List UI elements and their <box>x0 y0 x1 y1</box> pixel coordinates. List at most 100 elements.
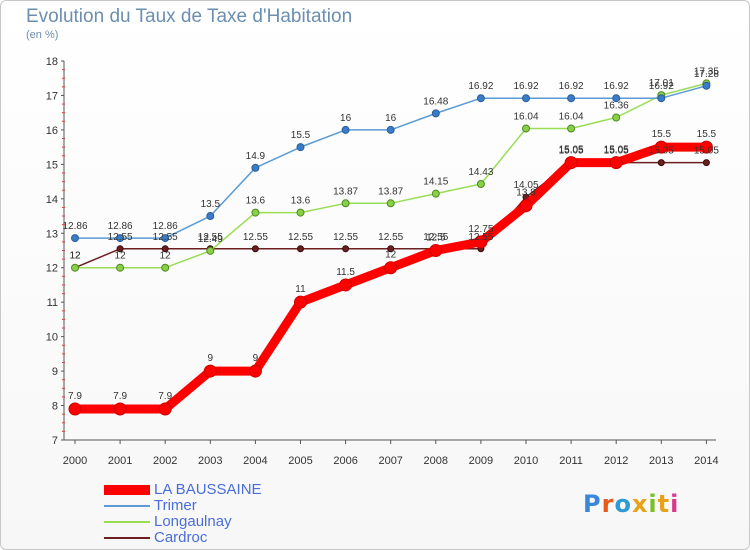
data-label-longaulnay: 13.87 <box>333 186 358 197</box>
data-label-cardroc: 12 <box>69 251 81 262</box>
x-tick-label: 2011 <box>559 455 583 467</box>
data-label-longaulnay: 14.15 <box>423 177 448 188</box>
y-tick-label: 10 <box>46 332 58 344</box>
x-tick-label: 2008 <box>424 455 448 467</box>
x-tick-label: 2014 <box>694 455 718 467</box>
x-tick-label: 2004 <box>243 455 267 467</box>
data-label-longaulnay: 13.87 <box>378 186 403 197</box>
data-point-trimer <box>341 125 350 134</box>
y-unit-label: (en %) <box>26 29 59 41</box>
data-point-cardroc <box>702 159 710 167</box>
data-point-cardroc <box>161 245 169 253</box>
data-label-cardroc: 15.05 <box>649 146 674 157</box>
y-tick-label: 11 <box>47 297 58 309</box>
legend-label: LA BAUSSAINE <box>154 481 262 498</box>
data-label-longaulnay: 12 <box>115 251 127 262</box>
data-point-trimer <box>296 143 305 152</box>
data-label-la-baussaine: 12.75 <box>468 224 493 235</box>
proxiti-logo: Proxiti <box>583 490 680 518</box>
data-point-la-baussaine <box>384 261 398 275</box>
data-label-longaulnay: 13.6 <box>291 196 311 207</box>
data-label-la-baussaine: 13.8 <box>516 188 536 199</box>
data-label-trimer: 16.92 <box>604 81 629 92</box>
data-label-longaulnay: 17.35 <box>694 66 719 77</box>
data-point-la-baussaine <box>654 140 668 154</box>
x-tick-label: 2006 <box>333 455 357 467</box>
data-label-longaulnay: 16.36 <box>604 101 629 112</box>
data-label-trimer: 13.5 <box>201 199 221 210</box>
data-label-la-baussaine: 12.5 <box>426 233 446 244</box>
data-label-trimer: 16 <box>340 113 352 124</box>
data-label-longaulnay: 14.43 <box>468 167 493 178</box>
data-label-longaulnay: 12.49 <box>198 234 223 245</box>
data-point-la-baussaine <box>248 364 262 378</box>
data-point-longaulnay <box>386 199 395 208</box>
x-tick-label: 2000 <box>63 455 87 467</box>
y-tick-label: 8 <box>52 401 58 413</box>
x-tick-label: 2001 <box>108 455 132 467</box>
y-tick-label: 15 <box>46 159 58 171</box>
y-tick-label: 18 <box>46 56 58 68</box>
data-label-la-baussaine: 15.05 <box>604 145 629 156</box>
data-point-trimer <box>522 94 530 103</box>
data-point-longaulnay <box>341 199 350 208</box>
data-point-cardroc <box>116 245 124 253</box>
data-label-la-baussaine: 11 <box>295 284 306 295</box>
data-point-la-baussaine <box>474 235 488 249</box>
legend-swatch <box>104 485 150 495</box>
data-point-longaulnay <box>296 208 305 217</box>
legend-swatch <box>104 521 150 523</box>
data-label-longaulnay: 16.04 <box>559 112 584 123</box>
data-label-trimer: 16.92 <box>468 81 493 92</box>
data-point-longaulnay <box>116 263 125 272</box>
data-point-trimer <box>386 125 395 134</box>
data-label-cardroc: 12.55 <box>108 232 133 243</box>
data-point-longaulnay <box>206 246 215 255</box>
y-tick-label: 13 <box>46 228 58 240</box>
data-label-cardroc: 14.05 <box>513 180 538 191</box>
data-label-trimer: 14.9 <box>246 151 266 162</box>
data-label-longaulnay: 13.6 <box>246 196 266 207</box>
data-point-longaulnay <box>251 208 260 217</box>
data-label-trimer: 16.92 <box>513 81 538 92</box>
data-point-longaulnay <box>71 263 79 272</box>
legend-swatch <box>104 537 150 539</box>
data-label-la-baussaine: 15.5 <box>697 129 717 140</box>
data-label-cardroc: 12.55 <box>288 232 313 243</box>
data-point-trimer <box>251 163 260 172</box>
data-label-trimer: 12.86 <box>108 221 133 232</box>
data-label-trimer: 17.28 <box>694 69 719 80</box>
data-label-trimer: 16.92 <box>559 81 584 92</box>
data-point-cardroc <box>387 245 395 253</box>
x-tick-label: 2005 <box>288 455 312 467</box>
data-point-la-baussaine <box>609 156 623 170</box>
data-point-la-baussaine <box>429 244 443 257</box>
data-label-cardroc: 12.55 <box>153 232 178 243</box>
data-point-trimer <box>71 234 79 243</box>
data-point-la-baussaine <box>203 364 217 378</box>
data-label-cardroc: 12.55 <box>198 232 223 243</box>
data-label-la-baussaine: 9 <box>208 353 214 364</box>
legend-label: Trimer <box>154 497 197 514</box>
legend-label: Cardroc <box>154 529 208 546</box>
data-label-la-baussaine: 7.9 <box>158 391 172 402</box>
y-tick-label: 9 <box>52 366 58 378</box>
data-label-cardroc: 12.55 <box>378 232 403 243</box>
data-label-cardroc: 15.05 <box>559 146 584 157</box>
y-tick-label: 16 <box>46 125 58 137</box>
x-tick-label: 2002 <box>153 455 177 467</box>
data-label-longaulnay: 12 <box>69 251 81 262</box>
data-point-la-baussaine <box>564 156 578 170</box>
x-tick-label: 2007 <box>378 455 402 467</box>
data-label-cardroc: 12.55 <box>243 232 268 243</box>
data-point-cardroc <box>657 159 665 167</box>
data-point-la-baussaine <box>339 278 353 292</box>
data-label-la-baussaine: 7.9 <box>68 391 82 402</box>
y-tick-label: 17 <box>46 90 58 102</box>
data-label-la-baussaine: 9 <box>253 353 259 364</box>
data-point-trimer <box>431 109 440 118</box>
data-point-la-baussaine <box>294 295 307 309</box>
x-tick-label: 2012 <box>604 455 628 467</box>
data-point-trimer <box>476 94 485 103</box>
